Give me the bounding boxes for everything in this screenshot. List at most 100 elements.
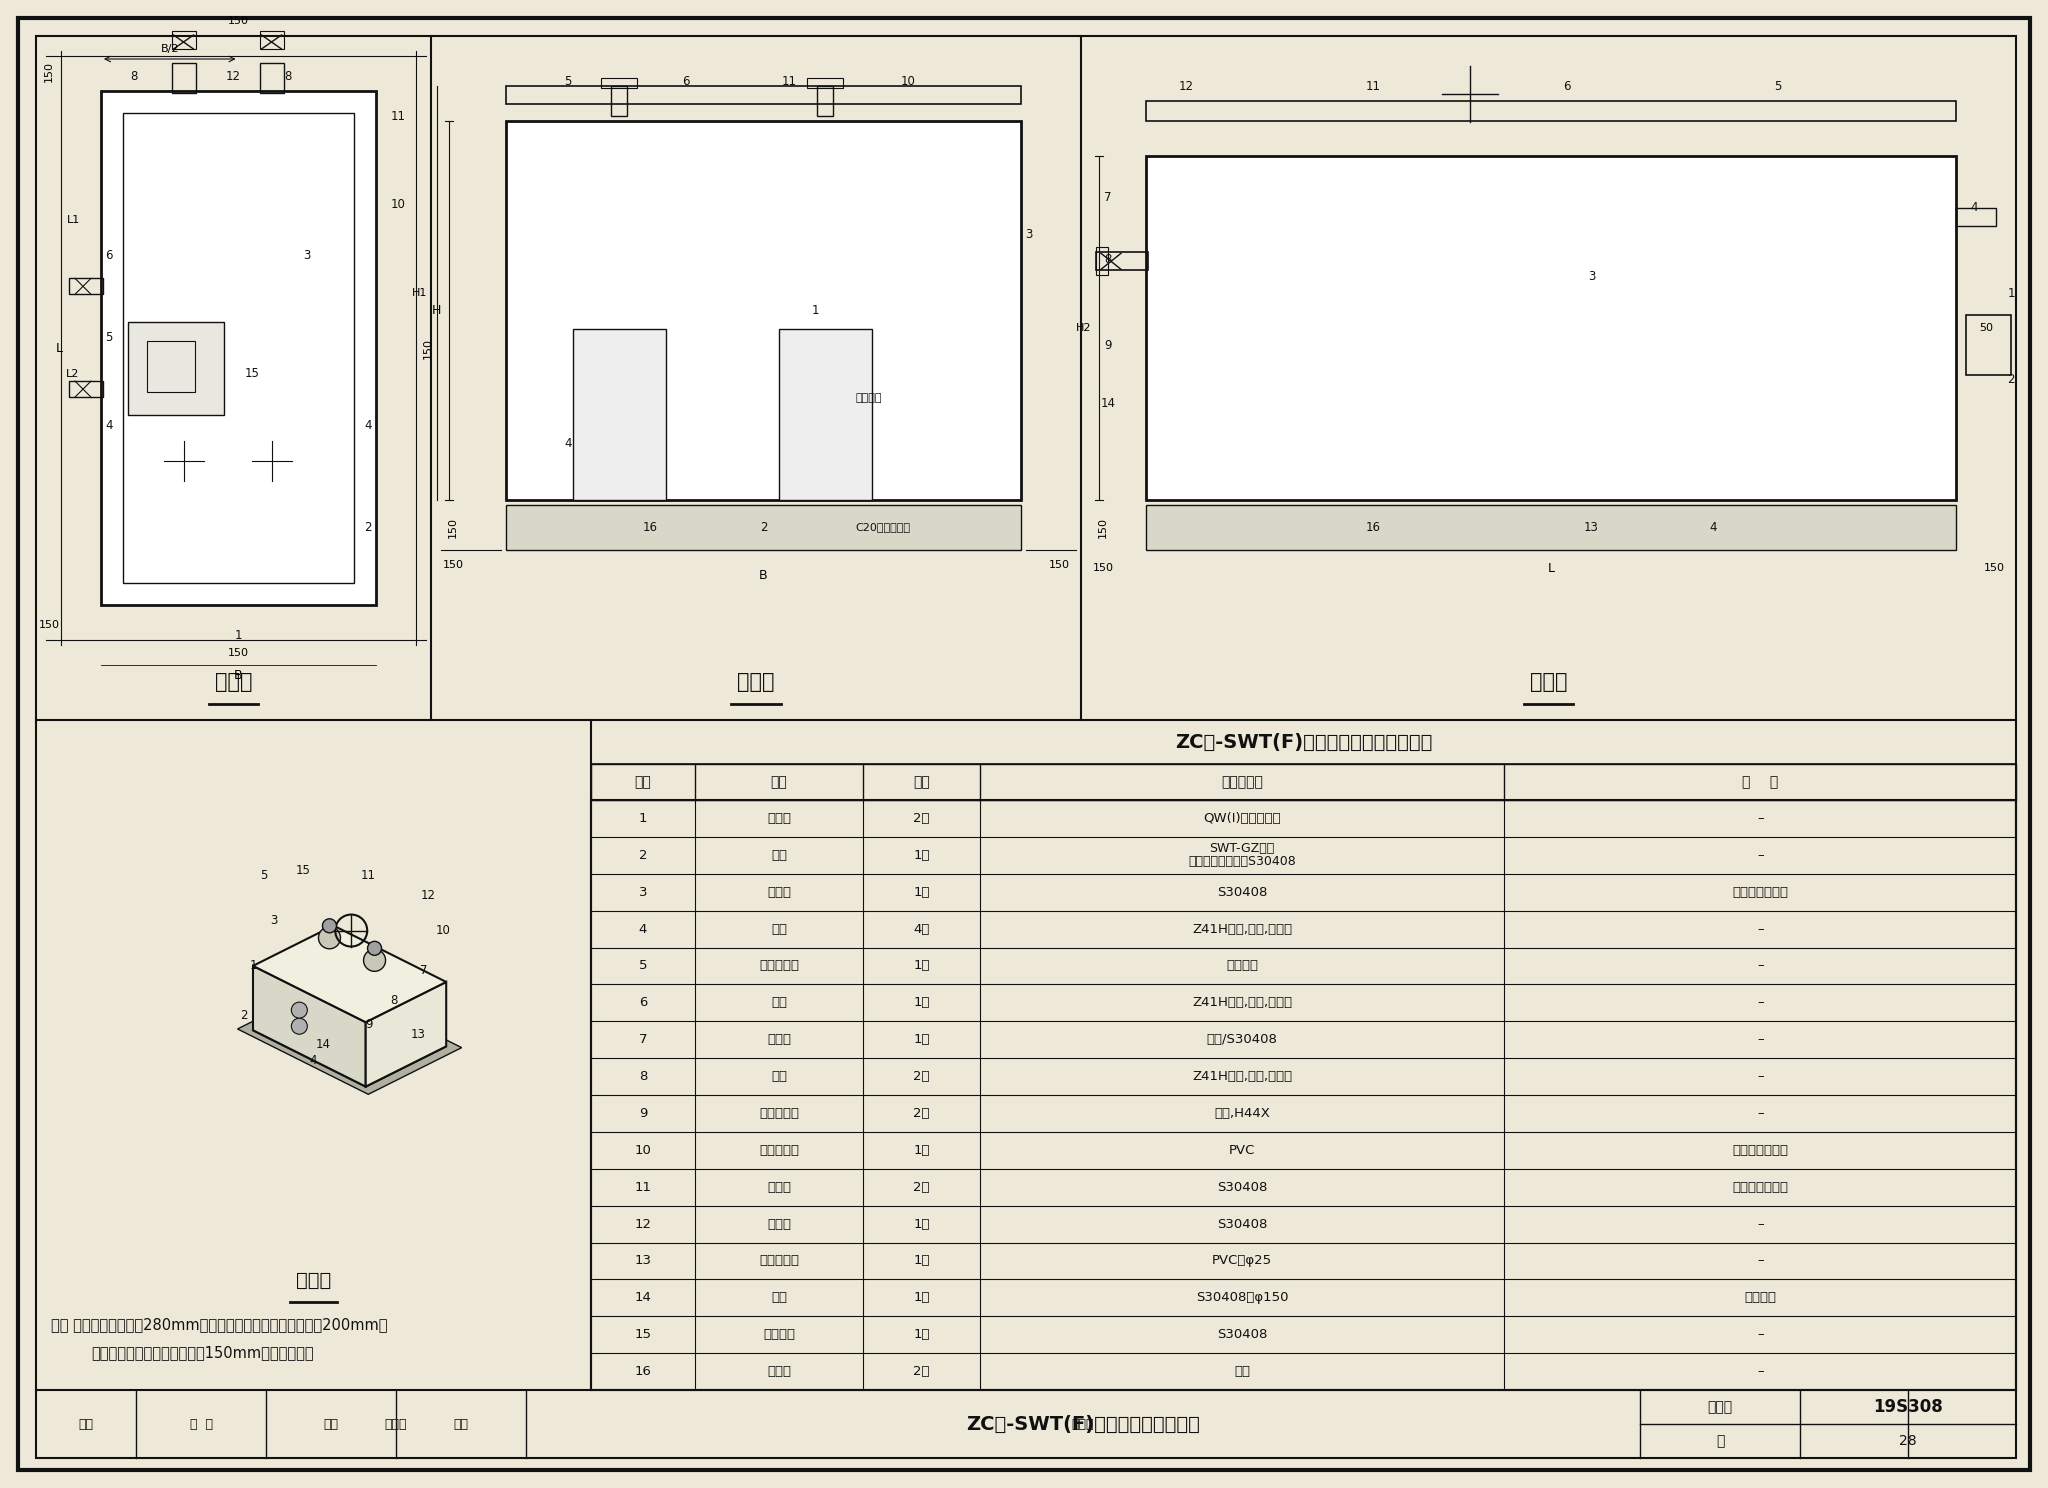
Text: 图集号: 图集号 — [1708, 1400, 1733, 1414]
Text: 3: 3 — [639, 885, 647, 899]
Text: H1: H1 — [412, 289, 426, 298]
Text: –: – — [1757, 923, 1763, 936]
Text: 12: 12 — [422, 888, 436, 902]
Text: 1个: 1个 — [913, 1329, 930, 1341]
Text: 5: 5 — [260, 869, 266, 881]
Text: 管径由设计确定: 管径由设计确定 — [1733, 1180, 1788, 1193]
Text: 1个: 1个 — [913, 1033, 930, 1046]
Text: 150: 150 — [227, 16, 250, 25]
Text: 设计: 设计 — [453, 1418, 469, 1430]
Text: L: L — [55, 342, 63, 354]
Text: 7: 7 — [420, 964, 428, 976]
Text: 12: 12 — [225, 70, 240, 82]
Text: L: L — [1548, 561, 1554, 574]
Text: 1: 1 — [236, 628, 242, 641]
Bar — [1147, 101, 1956, 121]
Text: 污水泵: 污水泵 — [768, 812, 791, 824]
Circle shape — [319, 927, 340, 949]
Text: QW(Ⅰ)系列。铸铁: QW(Ⅰ)系列。铸铁 — [1204, 812, 1282, 824]
Text: 5: 5 — [104, 332, 113, 344]
Text: 4: 4 — [365, 418, 373, 432]
Text: –: – — [1757, 1217, 1763, 1231]
Text: 5: 5 — [639, 960, 647, 973]
Text: 2个: 2个 — [913, 1364, 930, 1378]
Text: 管  健: 管 健 — [190, 1418, 213, 1430]
Text: Z41H系列,铸铁,软密封: Z41H系列,铸铁,软密封 — [1192, 923, 1292, 936]
Text: L1: L1 — [66, 214, 80, 225]
Text: S30408: S30408 — [1217, 885, 1268, 899]
Text: 2: 2 — [760, 521, 768, 534]
Text: 2个: 2个 — [913, 1107, 930, 1120]
Text: 150: 150 — [1092, 562, 1114, 573]
Text: 2: 2 — [2007, 373, 2015, 385]
Text: 3: 3 — [270, 914, 276, 927]
Text: 2台: 2台 — [913, 812, 930, 824]
Bar — [1147, 504, 1956, 551]
Text: 150: 150 — [1049, 559, 1069, 570]
Text: 外形尺寸可定制: 外形尺寸可定制 — [1733, 885, 1788, 899]
Text: ZC型-SWT(F)污水提升装置安装图: ZC型-SWT(F)污水提升装置安装图 — [967, 1415, 1200, 1433]
Text: 12: 12 — [635, 1217, 651, 1231]
Text: 出水管: 出水管 — [768, 1217, 791, 1231]
Circle shape — [291, 1001, 307, 1018]
Text: 11: 11 — [635, 1180, 651, 1193]
Text: 序号: 序号 — [635, 775, 651, 789]
Text: 通气管接口: 通气管接口 — [760, 1144, 799, 1156]
Text: 1个: 1个 — [913, 1292, 930, 1305]
Text: 4: 4 — [309, 1054, 317, 1067]
Circle shape — [291, 1018, 307, 1034]
Bar — [129, 323, 223, 415]
Bar — [506, 86, 1022, 104]
Text: L2: L2 — [66, 369, 80, 379]
Text: 11: 11 — [782, 74, 797, 88]
Bar — [506, 121, 1022, 500]
Text: 13: 13 — [412, 1028, 426, 1042]
Bar — [610, 86, 627, 116]
Bar — [147, 341, 195, 391]
Text: 吕枝恩: 吕枝恩 — [1071, 1418, 1094, 1430]
Text: 材料或规格: 材料或规格 — [1221, 775, 1264, 789]
Text: –: – — [1757, 1254, 1763, 1268]
Text: 14: 14 — [315, 1039, 332, 1052]
Text: 14: 14 — [635, 1292, 651, 1305]
Text: 左视图: 左视图 — [1530, 673, 1567, 692]
Text: 非接触式: 非接触式 — [1227, 960, 1257, 973]
Text: 手孔: 手孔 — [772, 1292, 786, 1305]
Polygon shape — [238, 982, 461, 1094]
Text: 6: 6 — [104, 248, 113, 262]
Text: 1: 1 — [639, 812, 647, 824]
Circle shape — [322, 918, 336, 933]
Text: –: – — [1757, 1070, 1763, 1083]
Text: 1个: 1个 — [913, 997, 930, 1009]
Text: 3: 3 — [303, 248, 311, 262]
Bar — [1956, 208, 1997, 226]
Text: 13: 13 — [635, 1254, 651, 1268]
Text: SWT-GZ系列: SWT-GZ系列 — [1210, 842, 1274, 856]
Bar — [260, 31, 283, 49]
Text: 排空管接口: 排空管接口 — [760, 1254, 799, 1268]
Text: 5: 5 — [1774, 79, 1782, 92]
Text: 8: 8 — [639, 1070, 647, 1083]
Text: S30408: S30408 — [1217, 1217, 1268, 1231]
Polygon shape — [254, 926, 446, 1022]
Text: 8: 8 — [131, 70, 137, 82]
Text: 16: 16 — [635, 1364, 651, 1378]
Bar — [602, 77, 637, 88]
Bar — [817, 86, 834, 116]
Text: –: – — [1757, 1033, 1763, 1046]
Text: 11: 11 — [1366, 79, 1380, 92]
Text: 2个: 2个 — [913, 1070, 930, 1083]
Text: 王从阳: 王从阳 — [385, 1418, 408, 1430]
Bar — [70, 278, 102, 295]
Bar — [172, 31, 195, 49]
Bar — [1147, 156, 1956, 500]
Text: –: – — [1757, 812, 1763, 824]
Text: 名称: 名称 — [770, 775, 788, 789]
Text: 5: 5 — [563, 74, 571, 88]
Text: 页: 页 — [1716, 1434, 1724, 1448]
Text: 膨胀螺栓: 膨胀螺栓 — [856, 393, 883, 403]
Text: 汇总管: 汇总管 — [768, 1033, 791, 1046]
Text: H: H — [432, 304, 440, 317]
Text: 8: 8 — [1104, 253, 1112, 266]
Bar — [592, 801, 2015, 1390]
